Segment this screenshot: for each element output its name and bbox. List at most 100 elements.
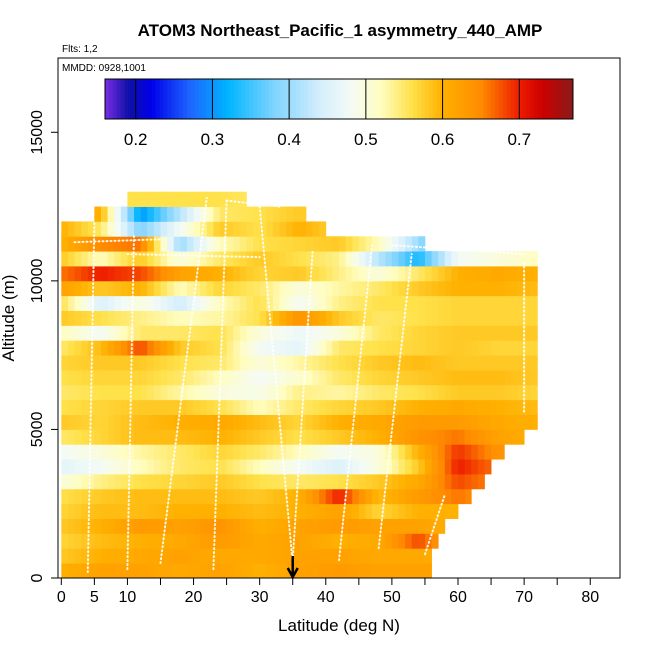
heat-cell (352, 325, 360, 341)
colorbar-segment (456, 79, 461, 119)
heat-cell (345, 236, 353, 252)
heat-cell (114, 474, 122, 490)
heat-cell (160, 548, 168, 564)
heat-cell (272, 533, 280, 549)
heat-cell (365, 548, 373, 564)
heat-cell (418, 429, 426, 445)
heat-cell (160, 310, 168, 326)
heat-cell (61, 355, 69, 371)
heat-cell (279, 355, 287, 371)
heat-cell (424, 459, 432, 475)
heat-cell (279, 399, 287, 415)
heat-cell (325, 251, 333, 267)
heat-cell (312, 310, 320, 326)
heat-cell (299, 206, 307, 222)
heat-cell (418, 355, 426, 371)
heat-cell (140, 444, 148, 460)
heat-cell (319, 370, 327, 386)
heat-cell (200, 563, 208, 578)
heat-cell (127, 266, 135, 282)
heat-cell (305, 251, 313, 267)
heat-cell (319, 221, 327, 237)
heat-cell (365, 280, 373, 297)
heat-cell (200, 280, 208, 297)
heat-cell (292, 429, 300, 445)
heat-cell (431, 340, 439, 356)
heat-cell (153, 563, 161, 578)
heat-cell (193, 533, 201, 549)
heat-cell (120, 429, 128, 445)
heat-cell (299, 266, 307, 282)
heat-cell (67, 295, 75, 311)
heat-cell (325, 518, 333, 534)
heat-cell (471, 355, 479, 371)
heat-cell (378, 414, 386, 430)
heat-cell (186, 340, 194, 356)
heat-cell (140, 533, 148, 549)
colorbar-segment (233, 79, 239, 119)
heat-cell (484, 340, 492, 356)
heat-cell (167, 340, 175, 356)
heat-cell (193, 191, 201, 207)
heat-cell (134, 488, 142, 505)
heat-cell (253, 444, 261, 460)
heat-cell (134, 518, 142, 534)
heat-cell (213, 325, 221, 341)
heat-cell (167, 325, 175, 341)
heat-cell (81, 533, 89, 549)
heat-cell (424, 370, 432, 386)
heat-cell (100, 503, 108, 519)
y-axis-label: Altitude (m) (0, 275, 18, 362)
heat-cell (67, 251, 75, 267)
heat-cell (352, 459, 360, 475)
heat-cell (246, 548, 254, 564)
heat-cell (100, 340, 108, 356)
heat-cell (405, 488, 413, 505)
heat-cell (319, 503, 327, 519)
heat-cell (444, 488, 452, 505)
heat-cell (418, 370, 426, 386)
heat-cell (424, 280, 432, 297)
heat-cell (319, 414, 327, 430)
heat-cell (299, 459, 307, 475)
heat-cell (325, 295, 333, 311)
heat-cell (94, 429, 102, 445)
heat-cell (94, 325, 102, 341)
heat-cell (206, 429, 214, 445)
heat-cell (424, 474, 432, 490)
heat-cell (87, 221, 95, 237)
colorbar-segment (557, 79, 562, 119)
heat-cell (219, 310, 227, 326)
heat-cell (153, 206, 161, 222)
heat-cell (491, 340, 499, 356)
heat-cell (239, 384, 247, 401)
heat-cell (186, 236, 194, 252)
colorbar-segment (479, 79, 484, 119)
heat-cell (167, 488, 175, 505)
heat-cell (451, 295, 459, 311)
heat-cell (266, 355, 274, 371)
heat-cell (418, 295, 426, 311)
heat-cell (411, 518, 419, 534)
heat-cell (246, 280, 254, 297)
heat-cell (305, 355, 313, 371)
heat-cell (411, 236, 419, 252)
heat-cell (74, 236, 82, 252)
heat-cell (365, 533, 373, 549)
heat-cell (180, 325, 188, 341)
heat-cell (484, 266, 492, 282)
heat-cell (431, 444, 439, 460)
y-tick-label: 5000 (29, 412, 46, 448)
heat-cell (279, 488, 287, 505)
heat-cell (226, 444, 234, 460)
heat-cell (352, 251, 360, 267)
heat-cell (286, 370, 294, 386)
heat-cell (458, 310, 466, 326)
heat-cell (272, 295, 280, 311)
heat-cell (107, 251, 115, 267)
heat-cell (180, 444, 188, 460)
heat-cell (504, 414, 512, 430)
heat-cell (120, 474, 128, 490)
heat-cell (173, 236, 181, 252)
heat-cell (81, 399, 89, 415)
